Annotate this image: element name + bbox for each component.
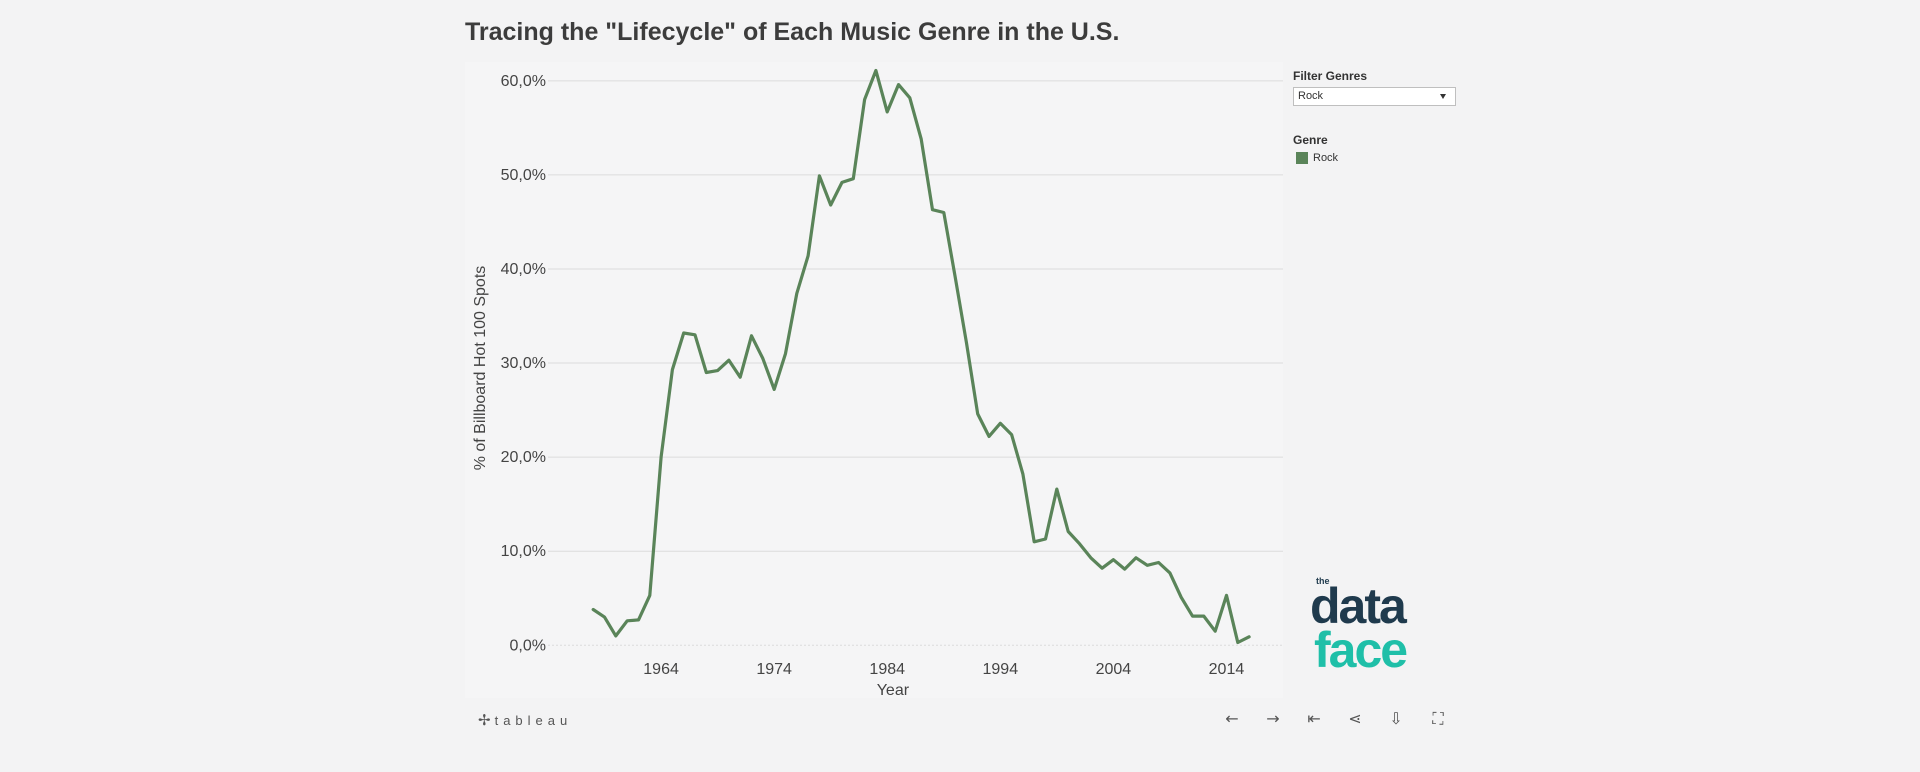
undo-icon[interactable]: ←	[1225, 709, 1239, 728]
y-tick-label: 30,0%	[501, 355, 546, 372]
x-tick-label: 2014	[1209, 661, 1245, 678]
y-tick-label: 0,0%	[510, 637, 546, 654]
y-axis-title: % of Billboard Hot 100 Spots	[472, 266, 489, 471]
y-tick-label: 60,0%	[501, 73, 546, 90]
x-tick-label: 1964	[643, 661, 679, 678]
logo-text-face: face	[1314, 622, 1407, 675]
y-tick-label: 50,0%	[501, 167, 546, 184]
share-icon[interactable]: ⋖	[1348, 709, 1362, 728]
revert-icon[interactable]: ⇤	[1307, 709, 1321, 728]
legend-item-rock[interactable]: Rock	[1296, 152, 1338, 164]
tableau-mark-icon: ✢	[478, 712, 491, 729]
legend-swatch-rock	[1296, 152, 1308, 164]
plot-area	[465, 62, 1283, 698]
redo-icon[interactable]: →	[1266, 709, 1280, 728]
fullscreen-icon[interactable]: ⛶	[1432, 709, 1444, 728]
tableau-brand-text: tableau	[494, 712, 573, 728]
y-tick-label: 40,0%	[501, 261, 546, 278]
y-tick-label: 10,0%	[501, 543, 546, 560]
download-icon[interactable]: ⇩	[1389, 709, 1403, 728]
dropdown-arrow-icon	[1440, 94, 1446, 99]
logo-text-data: data	[1310, 578, 1408, 634]
y-tick-label: 20,0%	[501, 449, 546, 466]
x-axis-title: Year	[877, 682, 910, 699]
filter-genres-label: Filter Genres	[1293, 69, 1368, 83]
x-tick-label: 1984	[869, 661, 905, 678]
legend-label-rock: Rock	[1313, 152, 1339, 164]
genre-filter-dropdown[interactable]: Rock	[1293, 87, 1456, 106]
x-tick-label: 1994	[983, 661, 1019, 678]
series-line-rock	[591, 68, 1251, 645]
x-tick-label: 2004	[1096, 661, 1132, 678]
tableau-logo[interactable]: ✢ tableau	[478, 711, 572, 729]
legend-title: Genre	[1293, 133, 1328, 147]
x-tick-label: 1974	[756, 661, 792, 678]
the-data-face-logo: the data face	[1310, 576, 1410, 675]
genre-filter-value: Rock	[1298, 90, 1324, 102]
chart-title: Tracing the "Lifecycle" of Each Music Ge…	[465, 18, 1120, 46]
logo-text-the: the	[1316, 576, 1330, 586]
